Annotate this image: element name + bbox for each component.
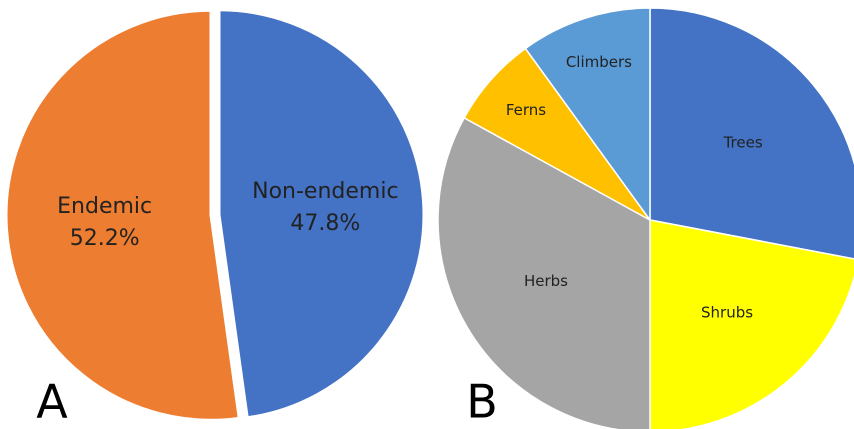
slice-label: Shrubs [701,304,753,322]
pie-slice [524,7,651,223]
pie-slice [217,8,426,420]
slice-value-label: 47.8% [290,211,360,236]
slice-label: Ferns [506,101,546,119]
slice-label: Climbers [566,53,632,71]
pie-slice [4,8,241,422]
slice-label: Herbs [524,272,568,290]
panel-label: A [36,375,68,429]
pie-slice [649,7,854,260]
slice-label: Endemic [57,194,152,219]
slice-value-label: 52.2% [70,226,140,251]
slice-label: Non-endemic [252,179,398,204]
slice-label: Trees [723,133,763,151]
pie-slice [649,219,854,429]
pie-slice [437,116,651,429]
panel-label: B [466,375,498,429]
